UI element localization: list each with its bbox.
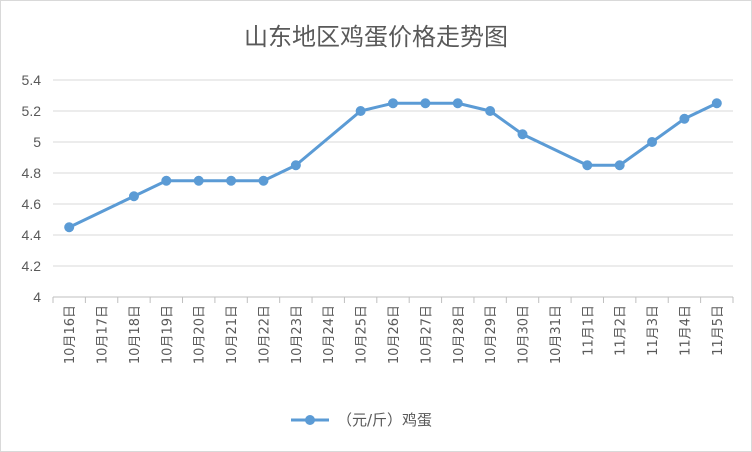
y-tick-label: 4.8 xyxy=(22,165,42,181)
x-tick-label: 10月30日 xyxy=(517,305,532,364)
x-tick-label: 10月28日 xyxy=(452,305,467,364)
x-axis xyxy=(52,296,734,303)
legend-label: （元/斤）鸡蛋 xyxy=(337,411,432,429)
data-point xyxy=(290,160,301,171)
data-point xyxy=(711,98,722,109)
data-point xyxy=(355,106,366,116)
x-tick-label: 10月24日 xyxy=(322,305,337,364)
x-tick-label: 10月19日 xyxy=(160,305,175,364)
gridlines xyxy=(53,79,733,267)
x-tick-label: 11月5日 xyxy=(711,305,726,356)
data-point xyxy=(226,175,237,186)
data-point xyxy=(258,175,269,186)
data-point xyxy=(614,160,625,171)
x-tick-label: 10月17日 xyxy=(96,305,111,364)
data-point xyxy=(582,160,593,171)
y-tick-label: 4.6 xyxy=(22,196,42,212)
data-point xyxy=(64,222,75,233)
series-line xyxy=(64,98,722,233)
y-tick-label: 5.4 xyxy=(22,72,42,88)
data-point xyxy=(388,98,398,109)
data-point xyxy=(452,98,463,109)
x-tick-label: 10月18日 xyxy=(128,305,143,364)
data-point xyxy=(517,129,528,140)
x-tick-label: 10月29日 xyxy=(484,305,499,364)
data-point xyxy=(193,175,204,186)
data-point xyxy=(420,98,431,109)
x-tick-label: 10月21日 xyxy=(225,305,240,364)
y-tick-label: 5 xyxy=(33,134,41,150)
data-point xyxy=(128,191,139,202)
data-point xyxy=(647,137,658,147)
y-tick-label: 5.2 xyxy=(22,103,42,119)
x-tick-label: 10月25日 xyxy=(355,305,370,364)
y-tick-label: 4.4 xyxy=(22,227,42,243)
y-tick-label: 4.2 xyxy=(22,258,42,274)
x-tick-label: 11月3日 xyxy=(646,305,661,356)
x-tick-label: 10月31日 xyxy=(549,305,564,364)
y-axis-ticks: 4 4.2 4.4 4.6 4.8 5 5.2 5.4 xyxy=(22,72,42,305)
x-tick-label: 10月27日 xyxy=(419,305,434,364)
x-tick-label: 10月20日 xyxy=(193,305,208,364)
legend: （元/斤）鸡蛋 xyxy=(291,411,432,429)
x-tick-label: 10月22日 xyxy=(257,305,272,364)
x-tick-label: 10月23日 xyxy=(290,305,305,364)
x-tick-label: 11月1日 xyxy=(581,305,596,356)
data-point xyxy=(485,106,496,116)
series-polyline xyxy=(68,101,718,229)
y-tick-label: 4 xyxy=(33,289,41,305)
x-axis-ticks: 10月16日 10月17日 10月18日 10月19日 10月20日 10月21日 10月2… xyxy=(63,305,726,364)
x-tick-label: 11月4日 xyxy=(678,305,693,356)
x-tick-label: 11月2日 xyxy=(614,305,629,356)
legend-marker xyxy=(305,415,315,425)
chart-title: 山东地区鸡蛋价格走势图 xyxy=(244,23,508,51)
data-point xyxy=(679,113,690,124)
x-tick-label: 10月26日 xyxy=(387,305,402,364)
x-tick-label: 10月16日 xyxy=(63,305,78,364)
data-point xyxy=(161,175,172,186)
